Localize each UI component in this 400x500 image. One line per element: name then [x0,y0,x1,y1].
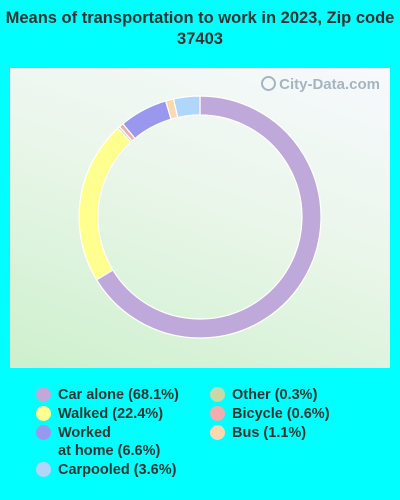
legend-swatch [36,387,51,402]
chart-title: Means of transportation to work in 2023,… [5,9,395,48]
legend-label: Bus (1.1%) [232,425,307,441]
legend-item-bicycle: Bicycle (0.6%) [210,405,330,423]
legend-swatch [210,406,225,421]
legend-label: Carpooled (3.6%) [58,462,177,478]
watermark-text: City-Data.com [279,76,380,93]
legend-label: Other (0.3%) [232,387,318,403]
watermark: City-Data.com [261,76,380,93]
magnifier-icon [261,76,277,91]
legend-item-other: Other (0.3%) [210,386,317,404]
legend-label: Car alone (68.1%) [58,387,179,403]
slice-worked-at-home [122,100,172,140]
legend-item-car-alone: Car alone (68.1%) [36,386,179,404]
legend-label: Walked (22.4%) [58,406,164,422]
chart-panel: City-Data.com [10,68,390,368]
legend-item-carpooled: Carpooled (3.6%) [36,461,176,479]
legend-item-worked-at-home: Worked at home (6.6%) [36,424,160,460]
legend-swatch [36,425,51,440]
legend-swatch [36,406,51,421]
legend-item-bus: Bus (1.1%) [210,424,306,442]
slice-walked [78,127,132,281]
legend-item-walked: Walked (22.4%) [36,405,163,423]
legend-label: Worked at home (6.6%) [58,425,161,459]
slice-carpooled [172,95,201,119]
legend-swatch [210,425,225,440]
legend-swatch [36,462,51,477]
legend-label: Bicycle (0.6%) [232,406,330,422]
legend-swatch [210,387,225,402]
